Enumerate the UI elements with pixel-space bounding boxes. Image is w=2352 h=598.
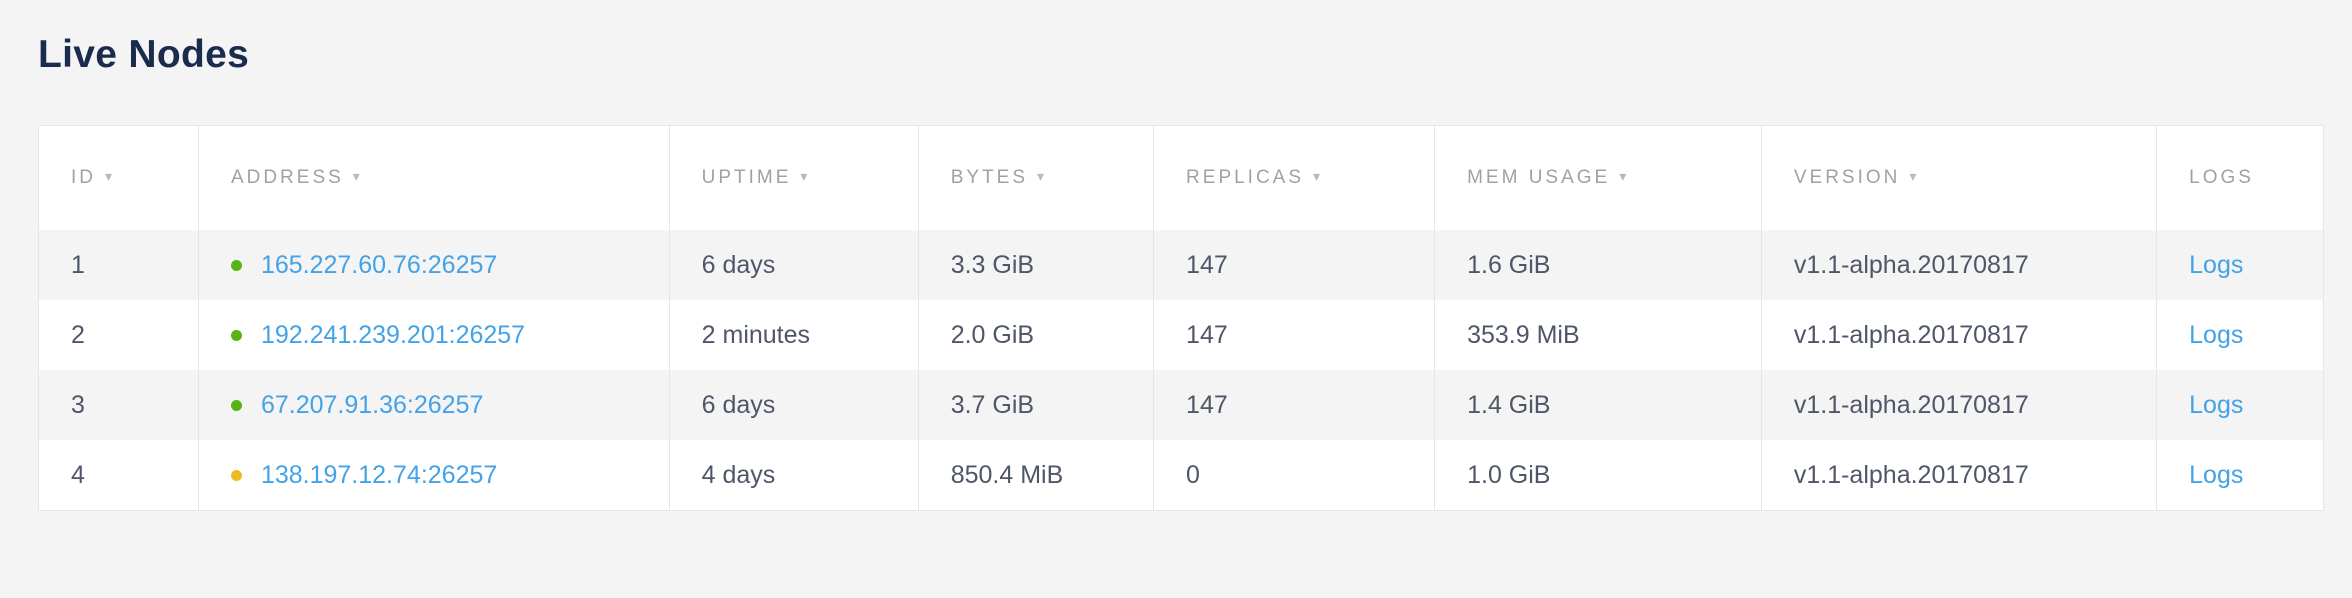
- node-uptime-cell: 4 days: [668, 440, 919, 511]
- node-mem-usage-cell: 353.9 MiB: [1434, 300, 1762, 371]
- node-uptime-cell: 6 days: [668, 370, 919, 441]
- table-row: 1 165.227.60.76:26257 6 days 3.3 GiB 147…: [38, 230, 2324, 301]
- column-header-uptime[interactable]: UPTIME ▾: [668, 125, 919, 231]
- node-version-cell: v1.1-alpha.20170817: [1760, 300, 2157, 371]
- column-header-replicas-label: REPLICAS: [1186, 167, 1305, 189]
- node-version-cell: v1.1-alpha.20170817: [1760, 230, 2157, 301]
- node-address-cell: 67.207.91.36:26257: [197, 370, 670, 441]
- node-bytes-cell: 3.7 GiB: [917, 370, 1154, 441]
- column-header-mem-usage-label: MEM USAGE: [1467, 167, 1611, 189]
- node-replicas-cell: 147: [1153, 370, 1435, 441]
- column-header-logs: LOGS: [2156, 125, 2324, 231]
- sort-down-icon[interactable]: ▾: [1313, 168, 1324, 185]
- sort-down-icon[interactable]: ▾: [800, 168, 811, 185]
- column-header-address[interactable]: ADDRESS ▾: [197, 125, 670, 231]
- node-mem-usage-cell: 1.4 GiB: [1434, 370, 1762, 441]
- sort-down-icon[interactable]: ▾: [1909, 168, 1920, 185]
- sort-down-icon[interactable]: ▾: [105, 168, 116, 185]
- column-header-replicas[interactable]: REPLICAS ▾: [1153, 125, 1435, 231]
- node-status-icon: [230, 259, 242, 271]
- logs-link[interactable]: Logs: [2189, 390, 2244, 419]
- node-address-cell: 165.227.60.76:26257: [197, 230, 670, 301]
- sort-down-icon[interactable]: ▾: [1037, 168, 1048, 185]
- node-status-icon: [230, 469, 242, 481]
- node-address-link[interactable]: 67.207.91.36:26257: [260, 390, 484, 419]
- node-id-cell: 2: [71, 320, 85, 349]
- sort-down-icon[interactable]: ▾: [1619, 168, 1630, 185]
- node-replicas-cell: 147: [1153, 300, 1435, 371]
- node-address-link[interactable]: 165.227.60.76:26257: [260, 250, 498, 279]
- column-header-version-label: VERSION: [1793, 167, 1901, 189]
- table-header-row: ID ▾ ADDRESS ▾ UPTIME ▾ BYTES ▾ REPLICAS ▾ ME…: [38, 125, 2324, 231]
- node-logs-cell: Logs: [2156, 230, 2324, 301]
- node-address-cell: 138.197.12.74:26257: [197, 440, 670, 511]
- logs-link[interactable]: Logs: [2189, 250, 2244, 279]
- page-title: Live Nodes: [38, 33, 250, 76]
- node-uptime-cell: 2 minutes: [668, 300, 919, 371]
- node-logs-cell: Logs: [2156, 370, 2324, 441]
- node-status-icon: [230, 399, 242, 411]
- node-logs-cell: Logs: [2156, 300, 2324, 371]
- node-id-cell: 4: [71, 460, 85, 489]
- column-header-mem-usage[interactable]: MEM USAGE ▾: [1434, 125, 1762, 231]
- live-nodes-page: Live Nodes ID ▾ ADDRESS ▾ UPTIME ▾ BYTES ▾ R…: [0, 32, 2352, 512]
- column-header-logs-label: LOGS: [2189, 167, 2254, 189]
- node-address-cell: 192.241.239.201:26257: [197, 300, 670, 371]
- node-status-icon: [230, 329, 242, 341]
- node-version-cell: v1.1-alpha.20170817: [1760, 440, 2157, 511]
- node-logs-cell: Logs: [2156, 440, 2324, 511]
- column-header-id-label: ID: [71, 167, 96, 189]
- node-version-cell: v1.1-alpha.20170817: [1760, 370, 2157, 441]
- logs-link[interactable]: Logs: [2189, 320, 2244, 349]
- column-header-bytes[interactable]: BYTES ▾: [917, 125, 1154, 231]
- node-replicas-cell: 147: [1153, 230, 1435, 301]
- node-id-cell: 1: [71, 250, 85, 279]
- table-row: 3 67.207.91.36:26257 6 days 3.7 GiB 147 …: [38, 370, 2324, 441]
- column-header-id[interactable]: ID ▾: [38, 125, 199, 231]
- column-header-address-label: ADDRESS: [230, 167, 344, 189]
- node-mem-usage-cell: 1.0 GiB: [1434, 440, 1762, 511]
- logs-link[interactable]: Logs: [2189, 460, 2244, 489]
- node-address-link[interactable]: 138.197.12.74:26257: [260, 460, 498, 489]
- node-bytes-cell: 2.0 GiB: [917, 300, 1154, 371]
- node-mem-usage-cell: 1.6 GiB: [1434, 230, 1762, 301]
- column-header-bytes-label: BYTES: [950, 167, 1029, 189]
- node-bytes-cell: 850.4 MiB: [917, 440, 1154, 511]
- column-header-version[interactable]: VERSION ▾: [1760, 125, 2157, 231]
- sort-down-icon[interactable]: ▾: [352, 168, 363, 185]
- node-id-cell: 3: [71, 390, 85, 419]
- table-row: 2 192.241.239.201:26257 2 minutes 2.0 Gi…: [38, 300, 2324, 371]
- table-row: 4 138.197.12.74:26257 4 days 850.4 MiB 0…: [38, 440, 2324, 511]
- node-address-link[interactable]: 192.241.239.201:26257: [260, 320, 526, 349]
- column-header-uptime-label: UPTIME: [701, 167, 792, 189]
- node-bytes-cell: 3.3 GiB: [917, 230, 1154, 301]
- node-uptime-cell: 6 days: [668, 230, 919, 301]
- live-nodes-table: ID ▾ ADDRESS ▾ UPTIME ▾ BYTES ▾ REPLICAS ▾ ME…: [38, 125, 2324, 512]
- node-replicas-cell: 0: [1153, 440, 1435, 511]
